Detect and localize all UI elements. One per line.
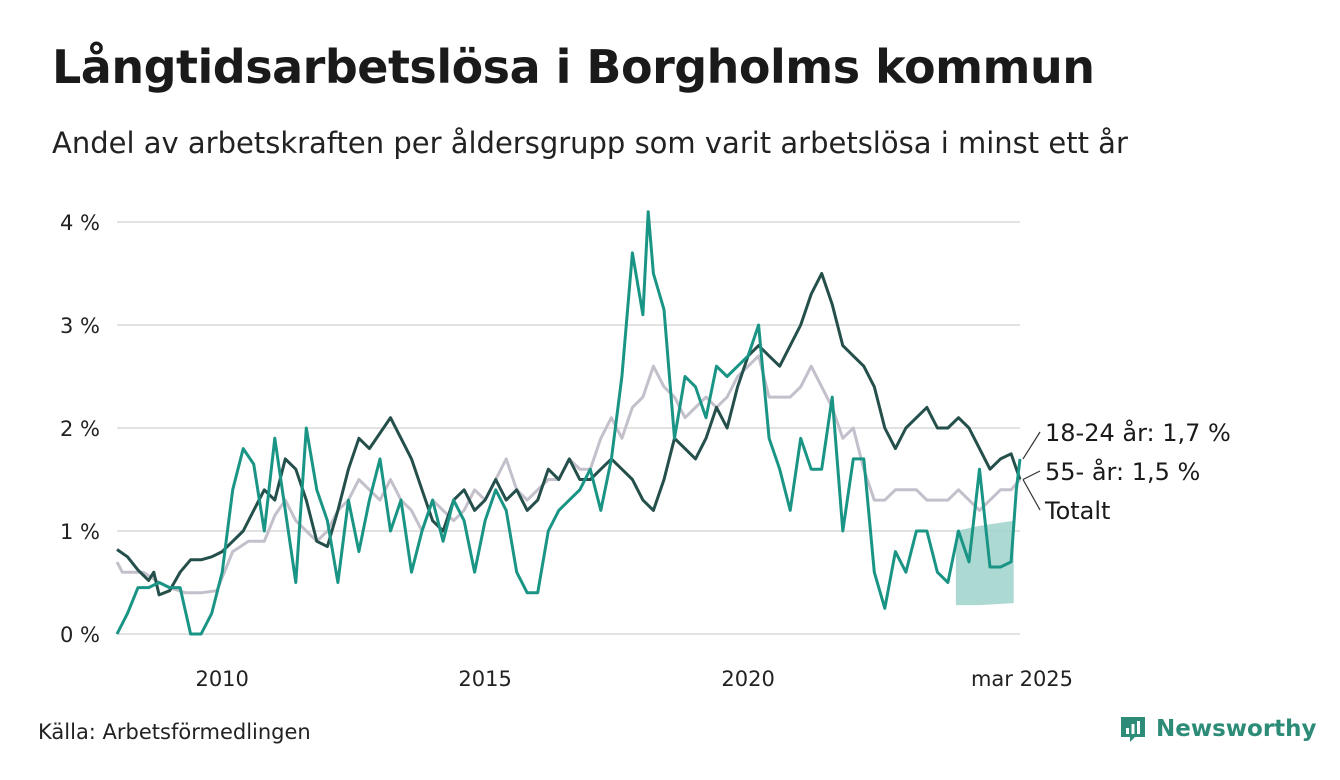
x-tick-label: 2015 — [458, 667, 511, 691]
y-tick-label: 0 % — [60, 623, 100, 647]
brand-logo: Newsworthy — [1118, 714, 1317, 744]
y-tick-label: 3 % — [60, 314, 100, 338]
source-note: Källa: Arbetsförmedlingen — [38, 720, 311, 744]
y-axis-ticks: 0 % 1 % 2 % 3 % 4 % — [60, 211, 100, 647]
y-tick-label: 1 % — [60, 520, 100, 544]
series-label: Totalt — [1044, 497, 1110, 525]
series-line-0 — [115, 354, 1022, 595]
x-tick-label: 2010 — [195, 667, 248, 691]
brand-name: Newsworthy — [1156, 716, 1317, 742]
y-tick-label: 2 % — [60, 417, 100, 441]
x-axis-ticks: 2010 2015 2020 mar 2025 — [195, 667, 1073, 691]
uncertainty-band — [955, 520, 1014, 606]
chart-title: Långtidsarbetslösa i Borgholms kommun — [52, 40, 1095, 94]
line-chart: 0 % 1 % 2 % 3 % 4 % 2010 2015 2020 mar 2025 Tot… — [60, 210, 1231, 691]
chart-subtitle: Andel av arbetskraften per åldersgrupp s… — [52, 126, 1128, 160]
label-leader-line — [1022, 470, 1041, 481]
uncertainty-band-area — [955, 520, 1014, 606]
series-labels: Totalt 55- år: 1,5 % 18-24 år: 1,7 % — [1022, 418, 1231, 525]
series-lines — [115, 210, 1022, 636]
y-tick-label: 4 % — [60, 211, 100, 235]
series-line-2 — [115, 210, 1022, 636]
x-tick-label: 2020 — [721, 667, 774, 691]
series-label: 18-24 år: 1,7 % — [1045, 418, 1231, 447]
series-label: 55- år: 1,5 % — [1045, 457, 1200, 486]
series-line-1 — [116, 272, 1022, 597]
newsworthy-logo-icon — [1121, 717, 1145, 742]
label-leader-line — [1022, 431, 1041, 460]
x-tick-label: mar 2025 — [971, 667, 1073, 691]
label-leader-line — [1022, 479, 1041, 511]
